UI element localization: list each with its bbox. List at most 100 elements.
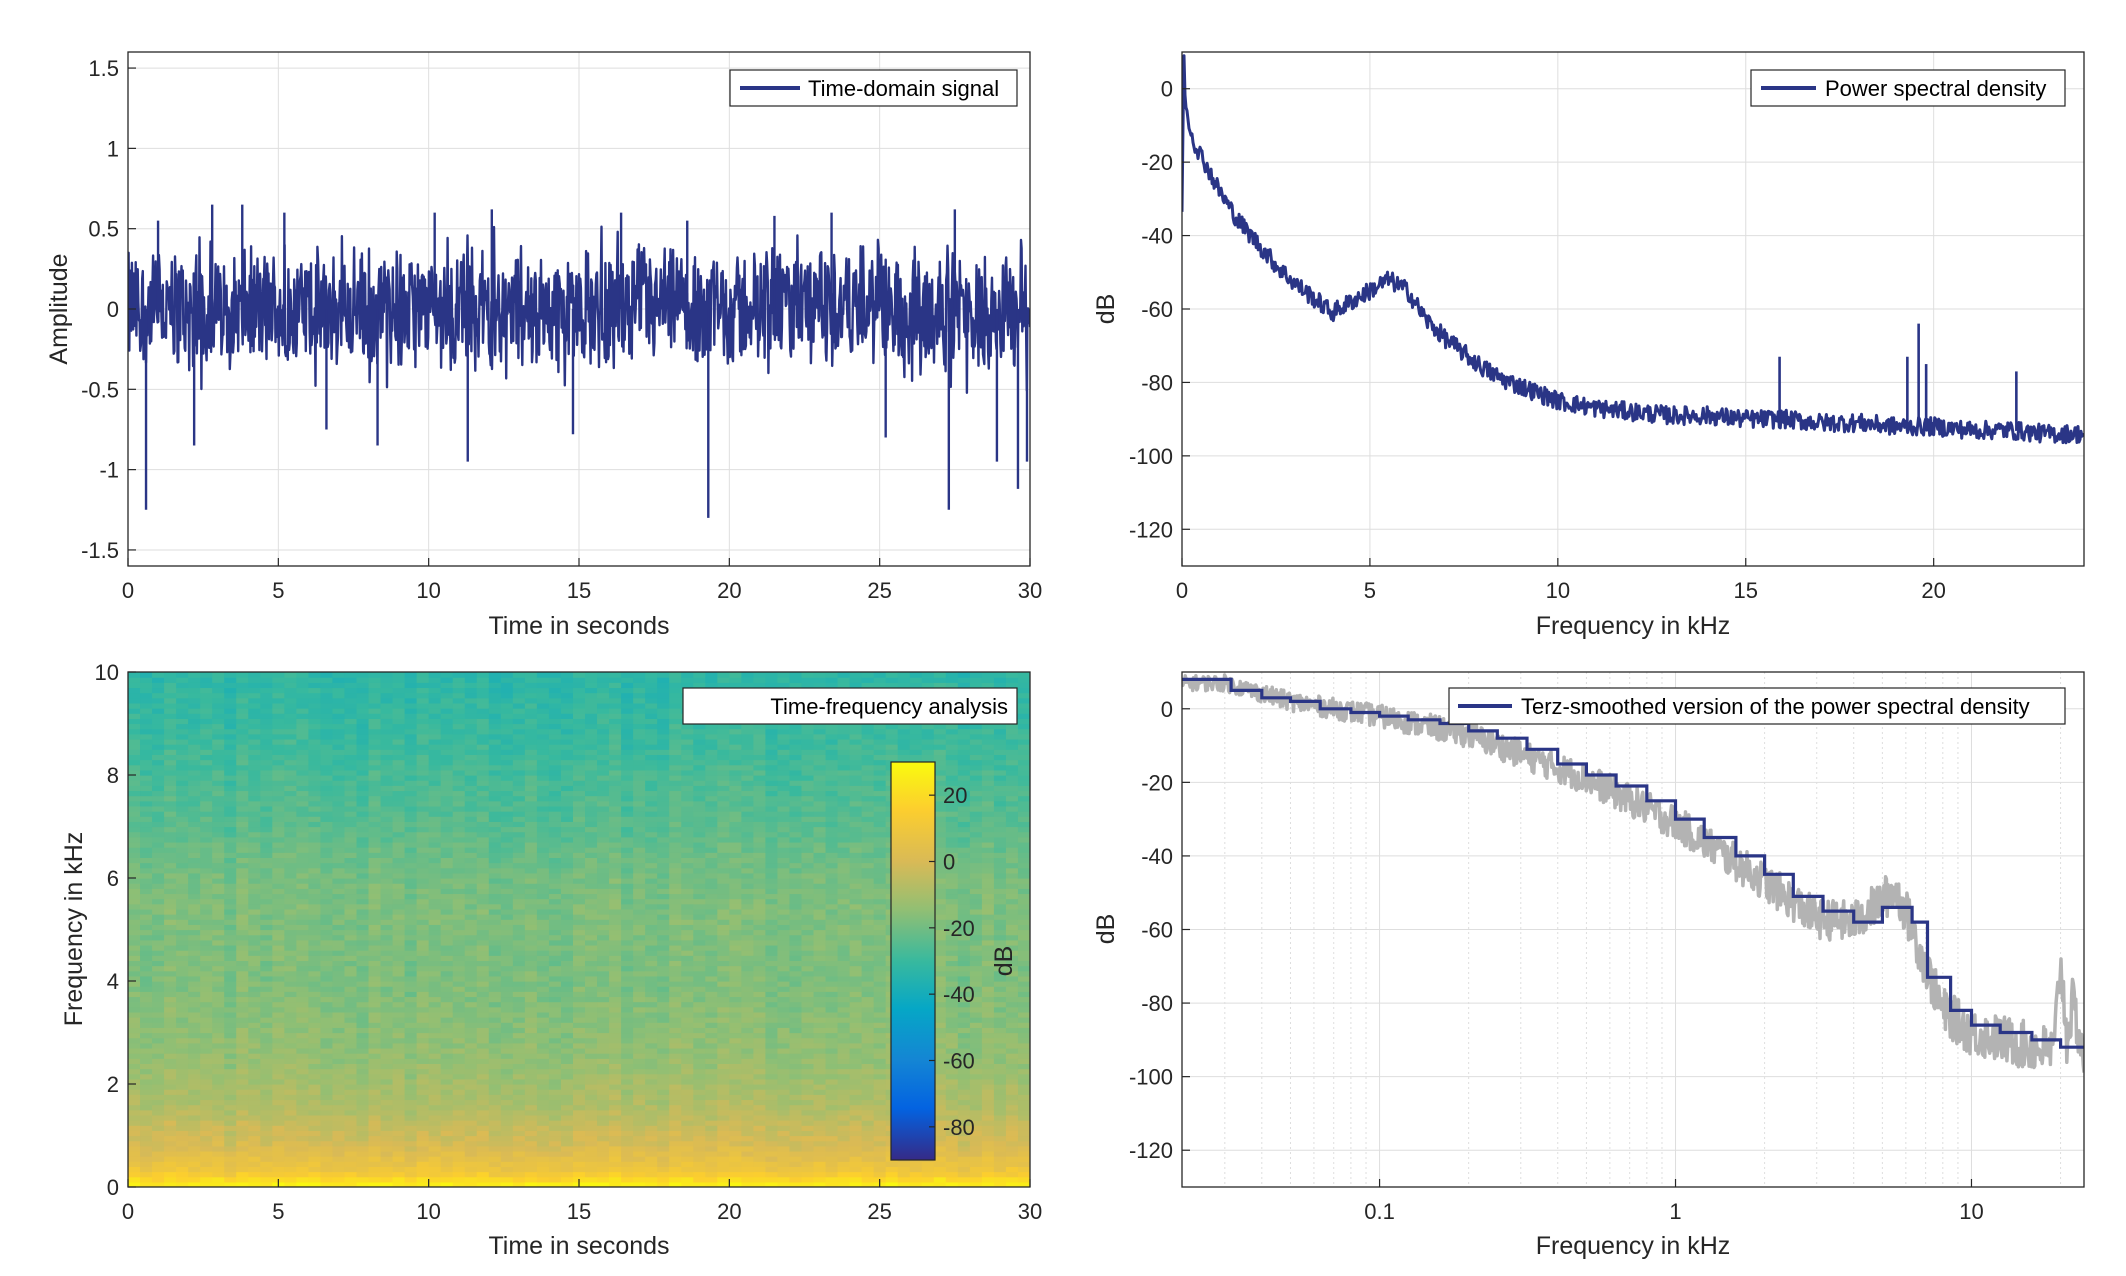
heatmap-cell [428, 718, 442, 725]
heatmap-cell [284, 1145, 297, 1152]
heatmap-cell [548, 908, 562, 915]
heatmap-cell [188, 991, 201, 998]
heatmap-cell [416, 1125, 430, 1131]
heatmap-cell [224, 1037, 237, 1044]
heatmap-cell [176, 687, 189, 694]
heatmap-cell [128, 903, 141, 910]
heatmap-cell [356, 759, 370, 766]
heatmap-cell [572, 1150, 586, 1157]
heatmap-cell [500, 888, 514, 895]
heatmap-cell [200, 692, 213, 699]
heatmap-cell [428, 733, 442, 740]
heatmap-cell [657, 1166, 670, 1173]
heatmap-cell [140, 939, 153, 946]
heatmap-cell [248, 744, 261, 750]
heatmap-cell [284, 1140, 297, 1147]
heatmap-cell [260, 1027, 273, 1034]
heatmap-cell [200, 986, 213, 992]
heatmap-cell [669, 1125, 682, 1131]
heatmap-cell [536, 1068, 550, 1075]
heatmap-cell [681, 1068, 694, 1075]
heatmap-cell [669, 733, 682, 740]
heatmap-cell [392, 867, 406, 874]
heatmap-cell [380, 841, 394, 848]
heatmap-cell [344, 744, 358, 750]
heatmap-cell [440, 1104, 454, 1111]
heatmap-cell [500, 1130, 514, 1137]
heatmap-cell [476, 723, 490, 730]
heatmap-cell [308, 1022, 322, 1028]
heatmap-cell [524, 1017, 538, 1023]
heatmap-cell [344, 826, 358, 833]
heatmap-cell [344, 677, 358, 683]
heatmap-cell [380, 903, 394, 910]
heatmap-cell [440, 878, 454, 884]
heatmap-cell [645, 1150, 658, 1157]
heatmap-cell [440, 1161, 454, 1167]
heatmap-cell [332, 713, 346, 719]
heatmap-cell [440, 708, 454, 714]
heatmap-cell [609, 697, 622, 704]
heatmap-cell [560, 939, 574, 946]
heatmap-cell [621, 780, 634, 786]
heatmap-cell [476, 785, 490, 792]
heatmap-cell [356, 872, 370, 879]
heatmap-cell [645, 1120, 658, 1126]
heatmap-cell [236, 991, 249, 998]
heatmap-cell [248, 924, 261, 931]
heatmap-cell [392, 996, 406, 1003]
heatmap-cell [669, 821, 682, 828]
heatmap-cell [560, 723, 574, 730]
heatmap-cell [152, 970, 165, 977]
heatmap-cell [368, 1001, 382, 1008]
x-tick-label: 10 [416, 578, 440, 603]
heatmap-cell [380, 692, 394, 699]
heatmap-cell [152, 841, 165, 848]
heatmap-cell [572, 986, 586, 992]
heatmap-cell [645, 775, 658, 781]
heatmap-cell [284, 836, 297, 843]
y-tick-label: -100 [1129, 444, 1173, 469]
heatmap-cell [392, 733, 406, 740]
heatmap-cell [224, 1125, 237, 1131]
heatmap-cell [320, 903, 334, 910]
heatmap-cell [536, 950, 550, 956]
heatmap-cell [488, 1099, 502, 1106]
heatmap-cell [200, 1145, 213, 1152]
heatmap-cell [404, 970, 418, 977]
heatmap-cell [693, 816, 706, 822]
heatmap-cell [705, 1140, 718, 1147]
heatmap-cell [693, 836, 706, 843]
heatmap-cell [152, 697, 165, 704]
heatmap-cell [633, 950, 646, 956]
heatmap-cell [488, 687, 502, 694]
heatmap-cell [200, 857, 213, 864]
heatmap-cell [681, 939, 694, 946]
heatmap-cell [152, 805, 165, 812]
heatmap-cell [657, 831, 670, 838]
heatmap-cell [176, 898, 189, 905]
heatmap-cell [332, 754, 346, 761]
heatmap-cell [512, 764, 526, 771]
heatmap-cell [645, 1094, 658, 1101]
heatmap-cell [488, 914, 502, 920]
heatmap-cell [488, 1161, 502, 1167]
heatmap-cell [224, 785, 237, 792]
heatmap-cell [380, 965, 394, 972]
heatmap-cell [585, 672, 598, 678]
heatmap-cell [140, 1058, 153, 1064]
heatmap-cell [609, 1176, 622, 1183]
heatmap-cell [669, 1063, 682, 1070]
heatmap-cell [440, 841, 454, 848]
heatmap-cell [188, 1011, 201, 1018]
heatmap-cell [681, 759, 694, 766]
heatmap-cell [416, 672, 430, 678]
heatmap-cell [645, 1063, 658, 1070]
heatmap-cell [548, 955, 562, 961]
heatmap-cell [272, 862, 285, 869]
heatmap-cell [645, 903, 658, 910]
heatmap-cell [428, 893, 442, 900]
heatmap-cell [332, 872, 346, 879]
heatmap-cell [416, 708, 430, 714]
heatmap-cell [140, 1161, 153, 1167]
